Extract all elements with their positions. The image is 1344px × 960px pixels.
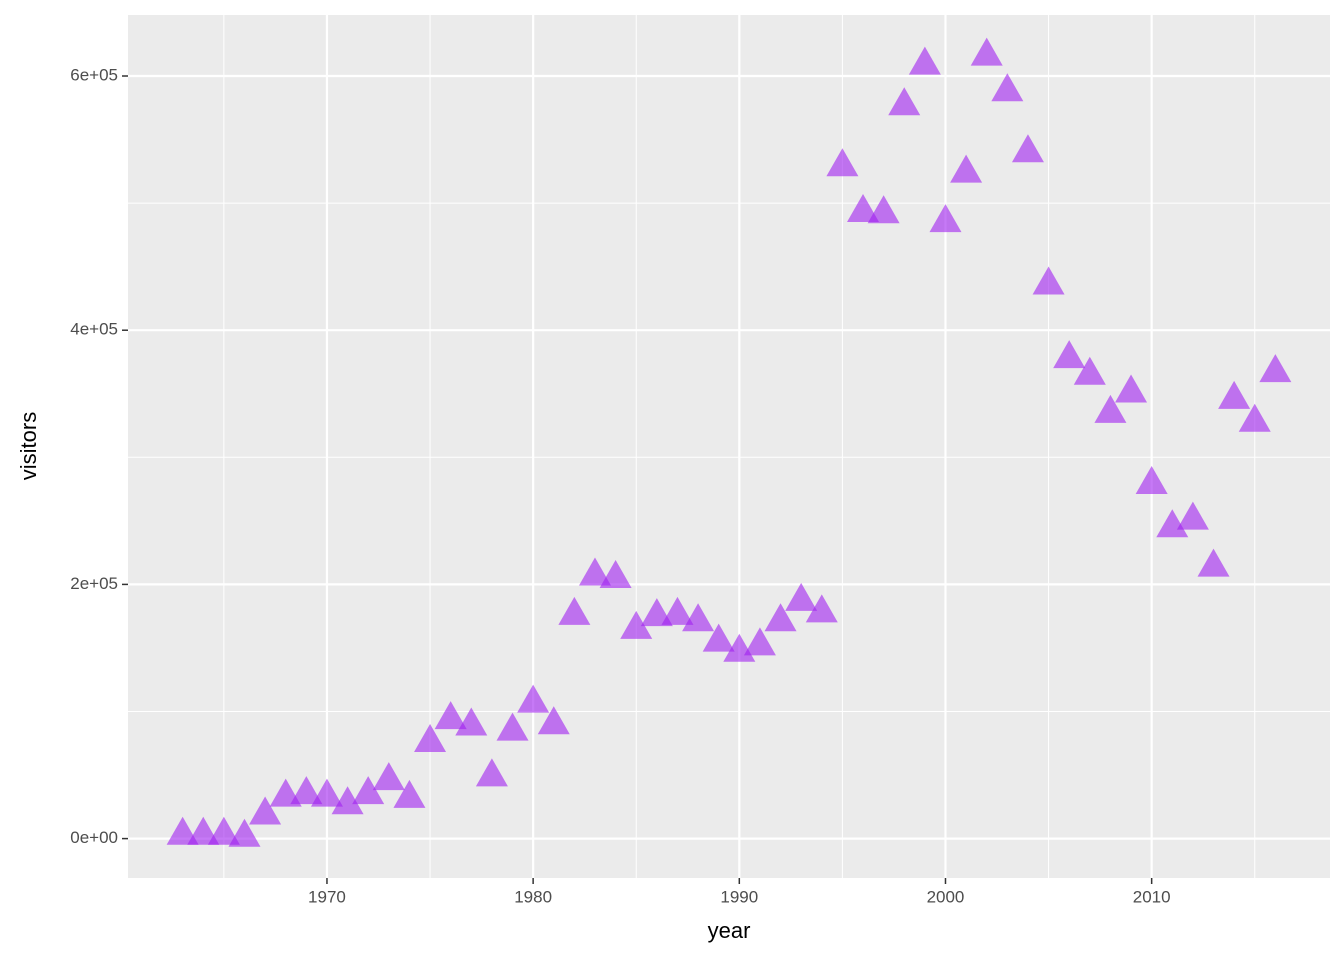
point bbox=[352, 776, 385, 805]
point bbox=[414, 724, 447, 753]
point bbox=[558, 596, 591, 625]
point bbox=[764, 603, 797, 632]
point bbox=[1073, 356, 1106, 385]
point bbox=[1094, 394, 1127, 423]
point bbox=[290, 776, 323, 805]
point bbox=[1238, 403, 1271, 432]
y-axis-title: visitors bbox=[16, 412, 41, 480]
point bbox=[682, 603, 715, 632]
point bbox=[991, 73, 1024, 102]
x-tick-label: 2000 bbox=[927, 887, 965, 906]
y-tick-label: 6e+05 bbox=[70, 65, 118, 84]
point bbox=[393, 779, 426, 808]
point bbox=[826, 148, 859, 177]
point bbox=[743, 627, 776, 656]
point bbox=[1032, 266, 1065, 295]
point bbox=[847, 194, 880, 223]
point bbox=[187, 816, 220, 845]
x-tick-label: 1980 bbox=[514, 887, 552, 906]
point bbox=[496, 712, 529, 741]
point bbox=[1135, 465, 1168, 494]
point bbox=[1218, 380, 1251, 409]
point bbox=[702, 623, 735, 652]
point bbox=[661, 596, 694, 625]
point bbox=[1259, 354, 1292, 383]
x-axis-title: year bbox=[708, 918, 751, 943]
point bbox=[228, 818, 261, 847]
point bbox=[517, 684, 550, 713]
point bbox=[1197, 548, 1230, 577]
point bbox=[970, 37, 1003, 66]
point bbox=[249, 796, 282, 825]
point bbox=[578, 557, 611, 586]
labels: 1970 1980 1990 2000 2010 0e+00 2e+05 4e+05 6e+05 bbox=[70, 65, 1170, 906]
point bbox=[310, 778, 343, 807]
point bbox=[207, 816, 240, 845]
point bbox=[908, 46, 941, 75]
y-tick-label: 0e+00 bbox=[70, 828, 118, 847]
point bbox=[475, 758, 508, 787]
point bbox=[785, 582, 818, 611]
point bbox=[805, 594, 838, 623]
point bbox=[1053, 340, 1086, 369]
x-tick-label: 2010 bbox=[1133, 887, 1171, 906]
point bbox=[372, 762, 405, 791]
point bbox=[929, 204, 962, 233]
point bbox=[1176, 501, 1209, 530]
point bbox=[867, 195, 900, 224]
y-tick-label: 4e+05 bbox=[70, 320, 118, 339]
point bbox=[1011, 134, 1044, 163]
point bbox=[537, 706, 570, 735]
panel bbox=[128, 15, 1330, 878]
point bbox=[1156, 509, 1189, 538]
point bbox=[1115, 374, 1148, 403]
point bbox=[331, 786, 364, 815]
point bbox=[950, 154, 983, 183]
grid bbox=[128, 15, 1330, 878]
point bbox=[166, 816, 199, 845]
point bbox=[455, 707, 488, 736]
point bbox=[620, 610, 653, 639]
x-tick-label: 1970 bbox=[308, 887, 346, 906]
point bbox=[599, 560, 632, 589]
point bbox=[888, 87, 921, 116]
y-tick-label: 2e+05 bbox=[70, 574, 118, 593]
x-tick-label: 1990 bbox=[720, 887, 758, 906]
point bbox=[434, 701, 467, 730]
marks bbox=[166, 37, 1292, 847]
